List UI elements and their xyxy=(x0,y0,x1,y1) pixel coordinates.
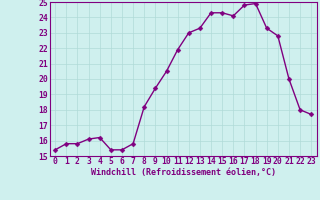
X-axis label: Windchill (Refroidissement éolien,°C): Windchill (Refroidissement éolien,°C) xyxy=(91,168,276,177)
